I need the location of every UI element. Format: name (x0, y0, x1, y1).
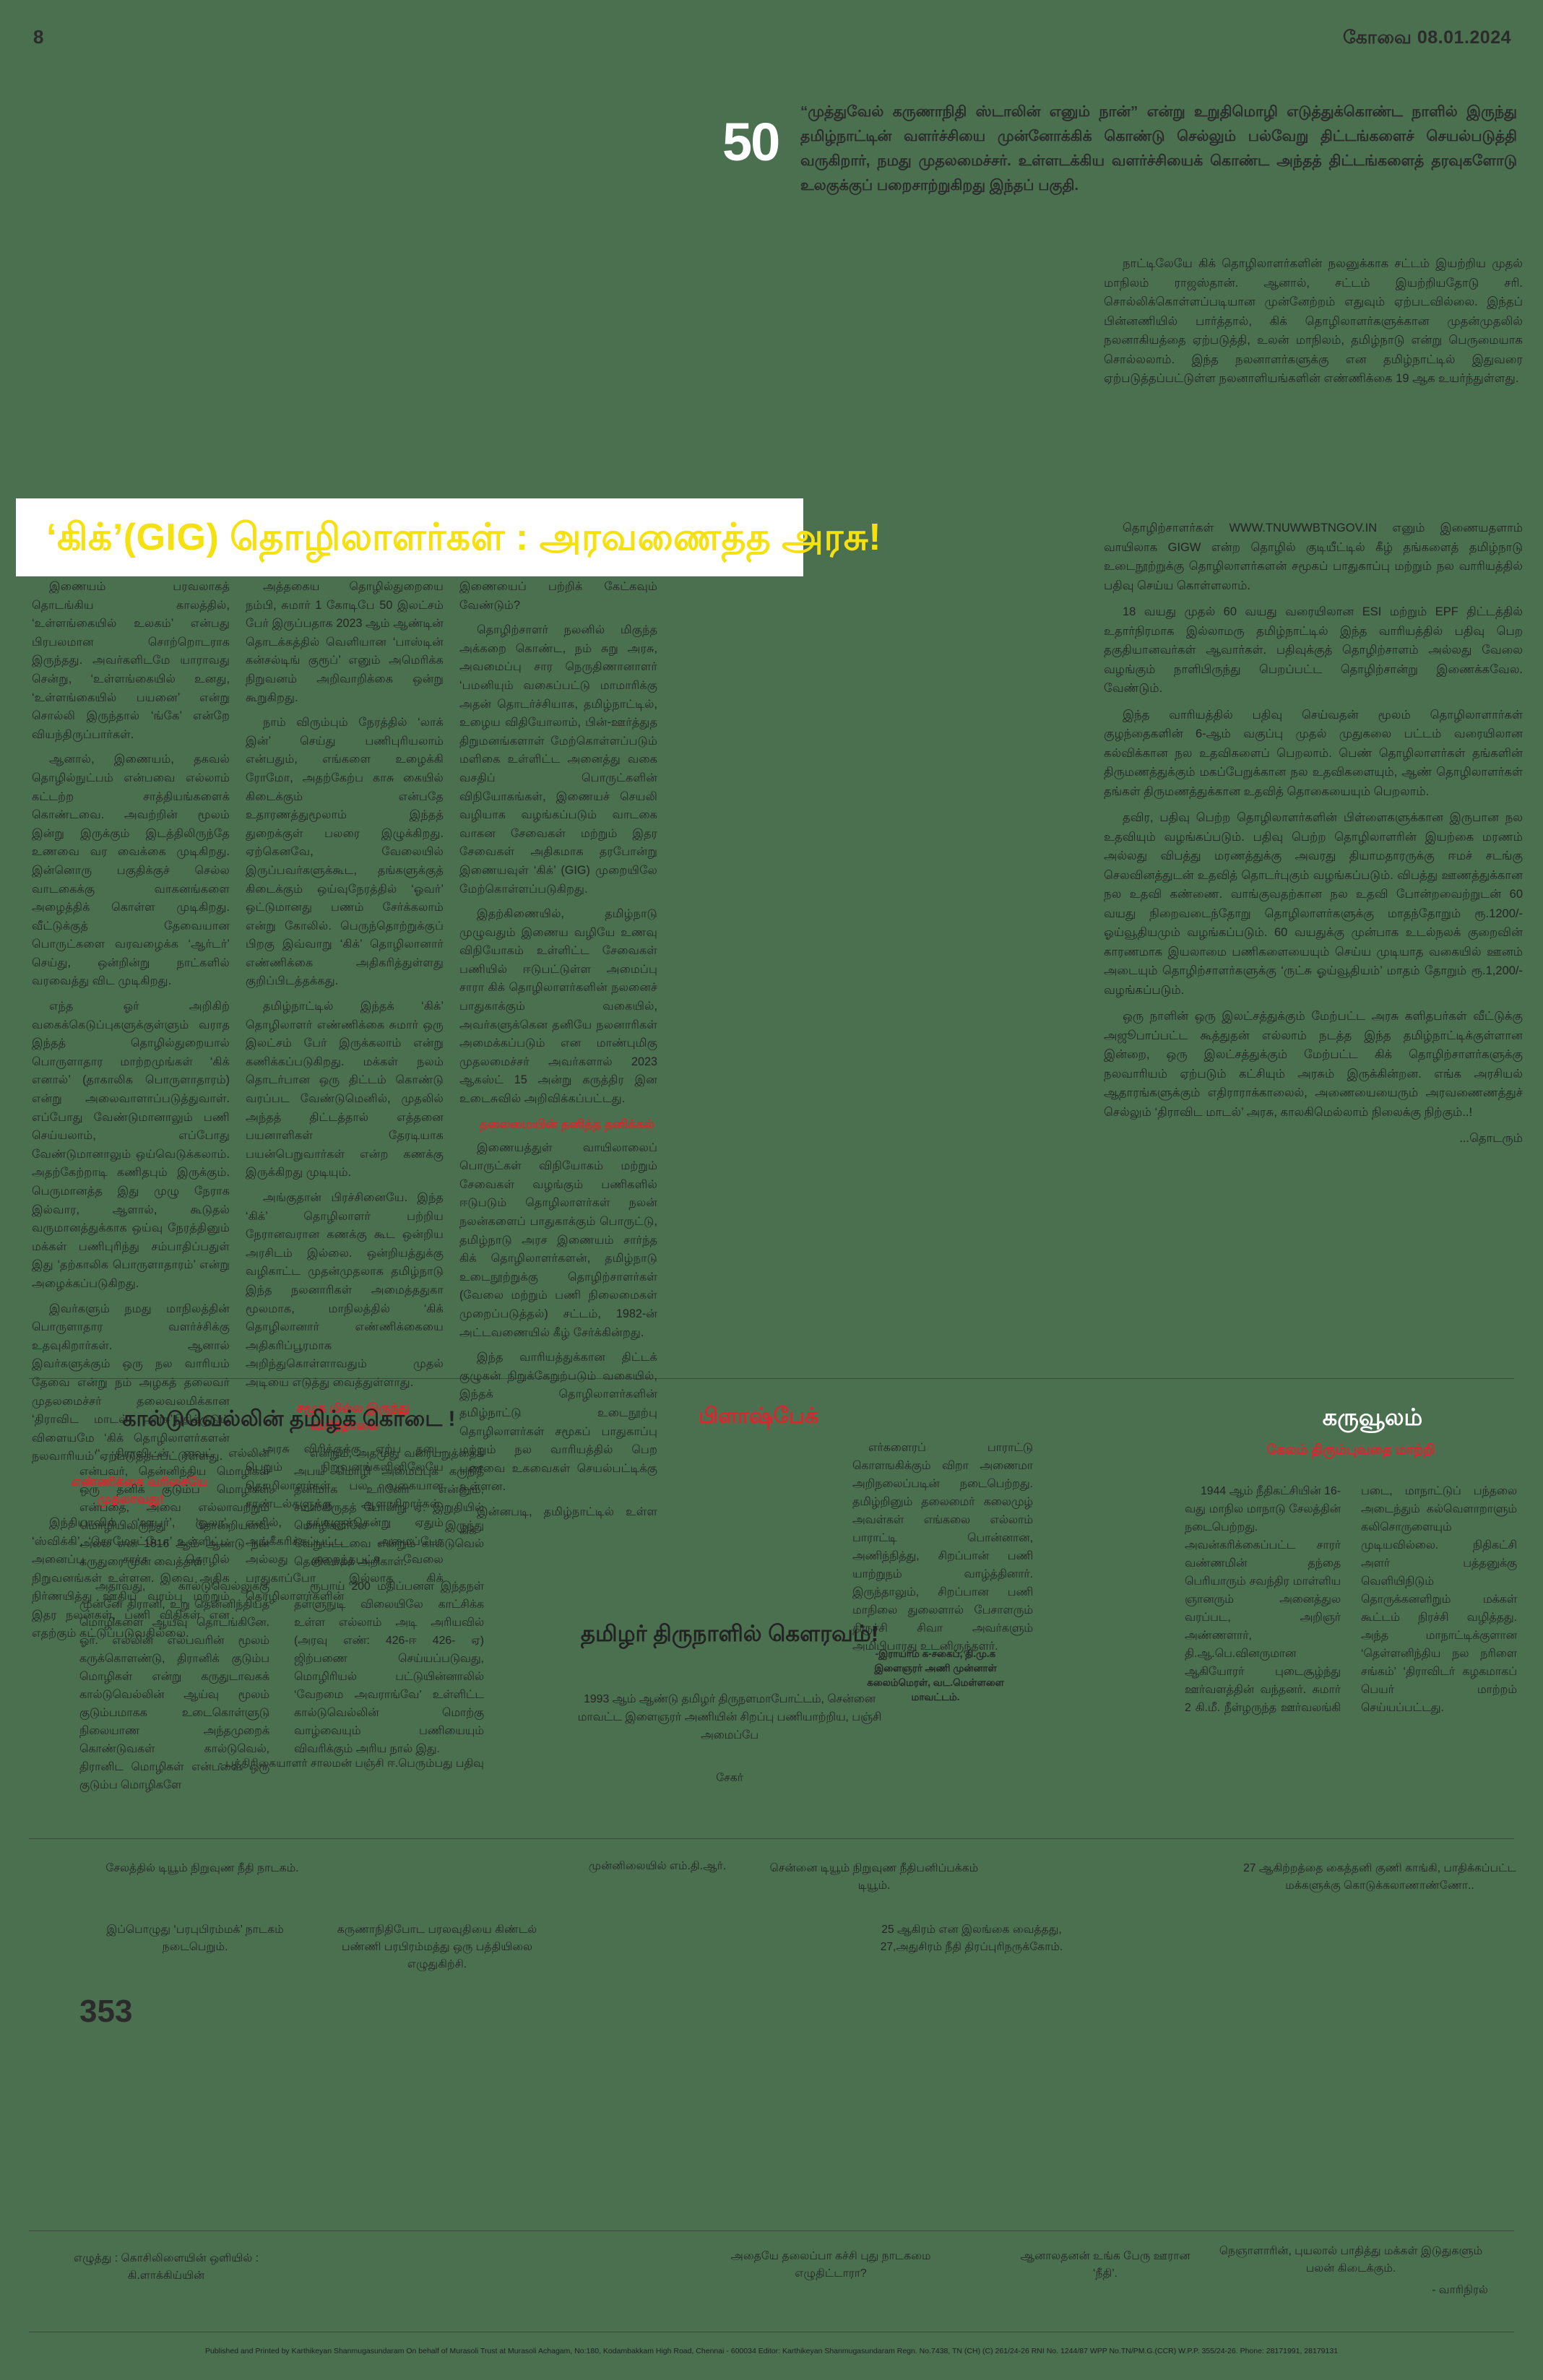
caption-4: 27 ஆகிற்றத்தை கைத்தனி குணி காங்கி, பாதிக… (1243, 1862, 1516, 1892)
caption-7: 25 ஆகிரம் என இலங்கை வைத்தது, 27,அதுசிரம்… (880, 1924, 1063, 1953)
feature-right-body: 1944 ஆம் நீதிகட்சியின் 16-வது மாநில மாநா… (1185, 1482, 1517, 1721)
feature-left-title: கால்டுவெல்லின் தமிழ்க் கொடை ! (122, 1407, 456, 1431)
main-headline: ‘கிக்’(GIG) தொழிலாளர்கள் : அரவணைத்த அரசு… (46, 516, 882, 558)
feature-mid-body: எர்களைரப் பாராட்டு கொளஙகிக்கும் விறா அணை… (852, 1439, 1033, 1662)
section-divider (29, 1378, 1514, 1379)
paragraph: இந்தியாவில் ‘ஊபர்’, ‘ஓலா’, ‘ஸ்விக்கி’, ‘… (32, 1515, 230, 1640)
paragraph: அதாவது, கால்டுவெல்லுக்கு முன்னே திரானி, … (79, 1580, 269, 1791)
feature-right-subtitle: கேலம் திரும்புவதை மாற்றி (1266, 1442, 1435, 1458)
paragraph: இந்த வாரியத்தில் பதிவு செய்வதன் மூலம் தொ… (1104, 708, 1523, 798)
feature-mid-kicker: பிளாஷ்பேக் (698, 1404, 819, 1428)
caption-5: இப்பொழுது ‘பரபுபிரம்மக்’ நாடகம் நடைபெறும… (106, 1924, 284, 1953)
paragraph: இதற்கிணையில், தமிழ்நாடு முழுவதும் இணைய வ… (459, 907, 657, 1106)
paragraph: இணையத்துள் வாயிலாலைப் பொருட்கள் விநியோகம… (459, 1141, 657, 1339)
standfirst-paragraph: “முத்துவேல் கருணாநிதி ஸ்டாலின் எனும் நான… (800, 103, 1517, 194)
feature-mid-title: தமிழர் திருநாளில் கௌரவம்! (580, 1621, 879, 1646)
edition-date: கோவை 08.01.2024 (1343, 27, 1511, 48)
standfirst-block: 50 “முத்துவேல் கருணாநிதி ஸ்டாலின் எனும் … (722, 100, 1517, 198)
strip-page-number: 353 (79, 1994, 133, 2029)
imprint-line: Published and Printed by Karthikeyan Sha… (204, 2347, 1339, 2355)
subheading-red: தலைமையின் தனித்த தனிக்கல் (479, 1116, 655, 1131)
subheading-red: எண்ணிக்கை வரிசையே முதலாவது! (71, 1474, 208, 1506)
section-divider (29, 2230, 1514, 2231)
paragraph: என்றும், அதமுது வரையறுத்தைக் அபய மொழி அம… (294, 1448, 484, 1568)
paragraph: 1944 ஆம் நீதிகட்சியின் 16-வது மாநில மாநா… (1185, 1485, 1517, 1714)
caption-3: சென்னை டியூம் நிறுவுண நீதிபனிப்பக்கம் டி… (769, 1862, 979, 1892)
paragraph: எர்களைரப் பாராட்டு கொளஙகிக்கும் விறா அணை… (852, 1442, 1033, 1653)
bottom-quote-2: அதையே தலைப்பா கச்சி புது நாடகமை எழுதிட்ட… (730, 2250, 931, 2280)
caption-1: சேலத்தில் டியூம் நிறுவுண நீதி நாடகம். (105, 1862, 299, 1874)
paragraph: தொழிற்சாளர் நலனில் மிகுந்த அக்கறை கொண்ட,… (459, 623, 657, 896)
paragraph: ஒரு நாளின் ஒரு இலட்சத்துக்கும் மேற்பட்ட … (1104, 1010, 1523, 1119)
standfirst-text: “முத்துவேல் கருணாநிதி ஸ்டாலின் எனும் நான… (722, 100, 1517, 198)
paragraph: ‘‘ திராவிடன் வைட் எல்லின் என்பவர், தென்ன… (79, 1448, 269, 1568)
paragraph: அத்தகைய தொழில்துறையை நம்பி, சுமார் 1 கோட… (246, 580, 444, 704)
page-folio-number: 8 (33, 26, 44, 48)
paragraph: இவர்களும் நமது மாநிலத்தின் பொருளாதார வளர… (32, 1302, 230, 1463)
paragraph: ஆனால், இணையம், தகவல் தொழில்நுட்பம் என்பவ… (32, 753, 230, 988)
series-number-50: 50 (722, 112, 780, 172)
subheading-red: சமூக மில்ல இருந்து விரிந்தாலை (297, 1400, 410, 1432)
story-column-3: இணையைப் பற்றிக் கேட்கவும் வேண்டும்? தொழி… (459, 578, 657, 1546)
story-column-4: தொழிற்சாளர்கள் WWW.TNUWWBTNGOV.IN எனும் … (1104, 519, 1523, 1156)
feature-mid-credit: -இராயாம் க-சகைப், தி.மு.க இளைஞரர் அணி மு… (867, 1648, 1004, 1702)
headline-band: ‘கிக்’(GIG) தொழிலாளர்கள் : அரவணைத்த அரசு… (16, 498, 882, 576)
paragraph: இன்னபடி, தமிழ்நாட்டில் உள்ள கிக் (459, 1505, 657, 1537)
masthead: 8 கோவை 08.01.2024 (0, 26, 1543, 59)
bottom-credit-left: எழுத்து : கொசிலிளையின் ஒளியில் : கி.ளாக்… (73, 2252, 259, 2282)
paragraph: தவிர, பதிவு பெற்ற தொழிலாளர்களின் பிள்ளைக… (1104, 811, 1523, 997)
bottom-quote-4-text: நெஞாளாரின், புயலால் பாதித்து மக்கள் இடுத… (1219, 2245, 1483, 2275)
section-divider (29, 1838, 1514, 1839)
caption-2: முன்னிலையில் எம்.தி.ஆர். (588, 1860, 727, 1872)
paragraph: அரசு விரிக்குக்கு ஏற்ப தடை பெறும் நிறுவன… (246, 1442, 444, 1604)
feature-left-body: ‘‘ திராவிடன் வைட் எல்லின் என்பவர், தென்ன… (79, 1445, 484, 1794)
feature-right-title: கருவூலம் (1322, 1404, 1423, 1430)
bottom-quote-4: நெஞாளாரின், புயலால் பாதித்து மக்கள் இடுத… (1214, 2243, 1488, 2299)
paragraph: அங்குதான் பிரச்சினையே. இந்த ‘கிக்’ தொழில… (246, 1191, 444, 1389)
paragraph: இணையம் பரவலாகத் தொடங்கிய காலத்தில், ‘உள்… (32, 580, 230, 741)
feature-mid-subtitle: 1993 ஆம் ஆண்டு தமிழர் திருநளமாபோட்டம், ச… (577, 1693, 882, 1741)
paragraph: எந்த ஓர் அறிகிற் வகைக்கெடுப்புகளுக்குள்ள… (32, 1000, 230, 1290)
bottom-quote-3: ஆனாலதனன் உங்க பேரு ஊரான ‘நீதி’. (1020, 2250, 1190, 2280)
bottom-quote-4-byline: - வாரிநிரல் (1432, 2284, 1488, 2296)
paragraph: நாம் விரும்பும் நேரத்தில் ‘லாக் இன்’ செய… (246, 716, 444, 988)
paragraph: தமிழ்நாட்டில் இந்தக் ‘கிக்’ தொழிலாளர் எண… (246, 1000, 444, 1180)
continued-note: ...தொடரும் (1459, 1132, 1523, 1145)
paragraph: தொழிற்சாளர்கள் WWW.TNUWWBTNGOV.IN எனும் … (1104, 522, 1523, 592)
story-column-2: அத்தகைய தொழில்துறையை நம்பி, சுமார் 1 கோட… (246, 578, 444, 1613)
topright-paragraph: நாட்டிலேயே கிக் தொழிலாளர்களின் நலனுக்காக… (1104, 257, 1523, 385)
caption-6: கருணாநிதிபோட பரலவுதியை கிண்டல் பண்ணி பரப… (337, 1924, 537, 1970)
story-column-1: இணையம் பரவலாகத் தொடங்கிய காலத்தில், ‘உள்… (32, 578, 230, 1650)
paragraph: இந்த வாரியத்துக்கான திட்டக் குழுகன் நிறு… (459, 1351, 657, 1494)
paragraph: இணையைப் பற்றிக் கேட்கவும் வேண்டும்? (459, 580, 657, 612)
topright-column: நாட்டிலேயே கிக் தொழிலாளர்களின் நலனுக்காக… (1104, 254, 1523, 396)
paragraph: ரூபாய் 200 மதிப்பனள இந்தநள் தள்ளுநுடி வி… (294, 1580, 484, 1755)
feature-left-byline: - பத்திரிகையாளர் சாலமன் பஞ்சி ஈ.பெரும்பத… (218, 1757, 484, 1770)
feature-mid-byline: சேகர் (716, 1772, 743, 1784)
paragraph: 18 வயது முதல் 60 வயது வரையிலான ESI மற்று… (1104, 605, 1523, 695)
